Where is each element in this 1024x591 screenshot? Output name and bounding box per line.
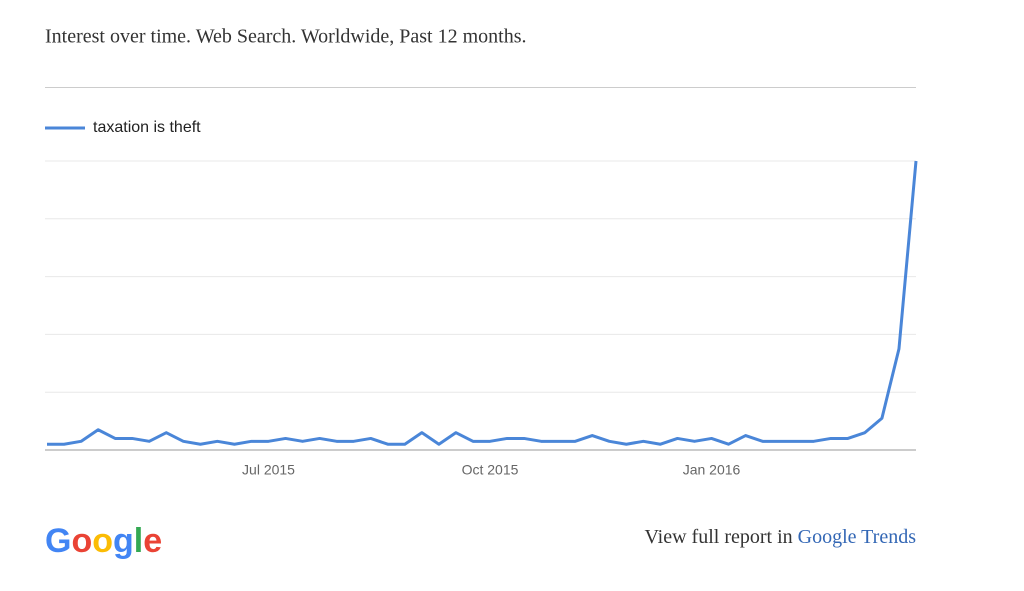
google-logo: Google (45, 522, 162, 560)
report-text: View full report in (644, 526, 792, 548)
x-tick-label: Oct 2015 (462, 462, 519, 478)
trends-link[interactable]: Google Trends (798, 526, 917, 548)
footer-text: View full report in Google Trends (644, 526, 916, 548)
chart-title: Interest over time. Web Search. Worldwid… (45, 26, 527, 48)
series-line (47, 160, 918, 446)
x-tick-label: Jan 2016 (683, 462, 741, 478)
x-tick-label: Jul 2015 (242, 462, 295, 478)
legend-label: taxation is theft (93, 119, 201, 136)
